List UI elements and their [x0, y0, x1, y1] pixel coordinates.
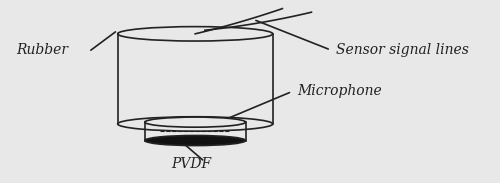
Ellipse shape — [118, 117, 272, 131]
Ellipse shape — [145, 117, 246, 127]
Text: Rubber: Rubber — [16, 43, 68, 57]
Text: Sensor signal lines: Sensor signal lines — [336, 43, 468, 57]
Text: Microphone: Microphone — [297, 85, 382, 98]
Text: PVDF: PVDF — [171, 157, 211, 171]
Ellipse shape — [145, 135, 246, 145]
